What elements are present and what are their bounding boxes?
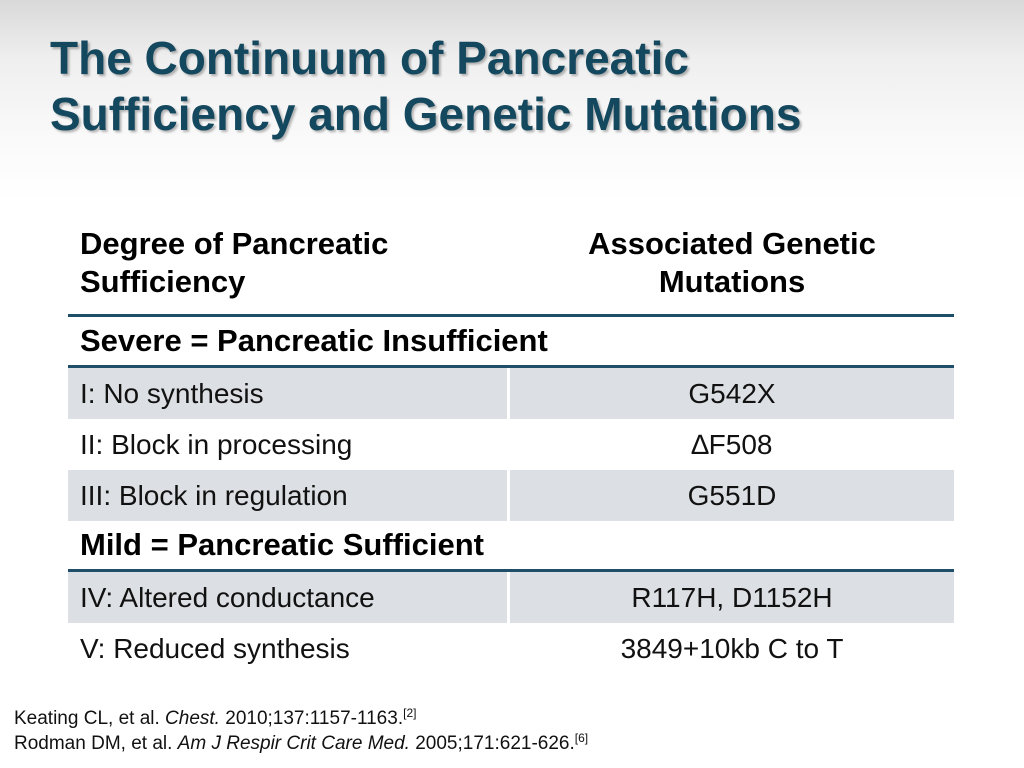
header-mutations-line-1: Associated Genetic [588, 226, 876, 261]
row-mutation: 3849+10kb C to T [620, 633, 844, 664]
header-mutations-line-2: Mutations [658, 264, 806, 299]
row-mutation: G551D [510, 470, 954, 521]
header-mutations: Associated Genetic Mutations [510, 222, 954, 314]
reference-1: Keating CL, et al. Chest. 2010;137:1157-… [14, 706, 588, 731]
row-class: I: No synthesis [68, 368, 510, 419]
slide-title: The Continuum of Pancreatic Sufficiency … [50, 30, 990, 142]
group-label-mild: Mild = Pancreatic Sufficient [68, 521, 954, 572]
reference-journal: Am J Respir Crit Care Med. [177, 733, 410, 754]
reference-2: Rodman DM, et al. Am J Respir Crit Care … [14, 731, 588, 756]
row-class: IV: Altered conductance [68, 572, 510, 623]
reference-details: 2005;171:621-626. [409, 733, 575, 754]
reference-details: 2010;137:1157-1163. [219, 708, 404, 729]
references: Keating CL, et al. Chest. 2010;137:1157-… [14, 706, 588, 756]
row-mutation: ∆F508 [691, 429, 773, 460]
table-row: IV: Altered conductance R117H, D1152H [68, 572, 954, 623]
row-class: II: Block in processing [68, 419, 510, 470]
slide-title-line-2: Sufficiency and Genetic Mutations [50, 88, 802, 140]
table-row: I: No synthesis G542X [68, 368, 954, 419]
row-mutation: R117H, D1152H [510, 572, 954, 623]
table-row: II: Block in processing ∆F508 [68, 419, 954, 470]
header-degree-line-2: Sufficiency [80, 264, 246, 299]
header-degree: Degree of Pancreatic Sufficiency [68, 222, 510, 314]
group-label-severe: Severe = Pancreatic Insufficient [68, 317, 954, 368]
mutation-table: Degree of Pancreatic Sufficiency Associa… [68, 222, 954, 673]
reference-number: [2] [403, 706, 417, 720]
header-degree-line-1: Degree of Pancreatic [80, 226, 389, 261]
table-header: Degree of Pancreatic Sufficiency Associa… [68, 222, 954, 317]
slide-title-line-1: The Continuum of Pancreatic [50, 32, 689, 84]
reference-authors: Rodman DM, et al. [14, 733, 178, 754]
reference-journal: Chest. [165, 708, 220, 729]
reference-number: [6] [574, 731, 589, 745]
table-row: V: Reduced synthesis 3849+10kb C to T [68, 623, 954, 673]
row-mutation: G542X [510, 368, 954, 419]
row-class: III: Block in regulation [68, 470, 510, 521]
row-class: V: Reduced synthesis [68, 623, 510, 673]
reference-authors: Keating CL, et al. [14, 708, 166, 729]
table-row: III: Block in regulation G551D [68, 470, 954, 521]
